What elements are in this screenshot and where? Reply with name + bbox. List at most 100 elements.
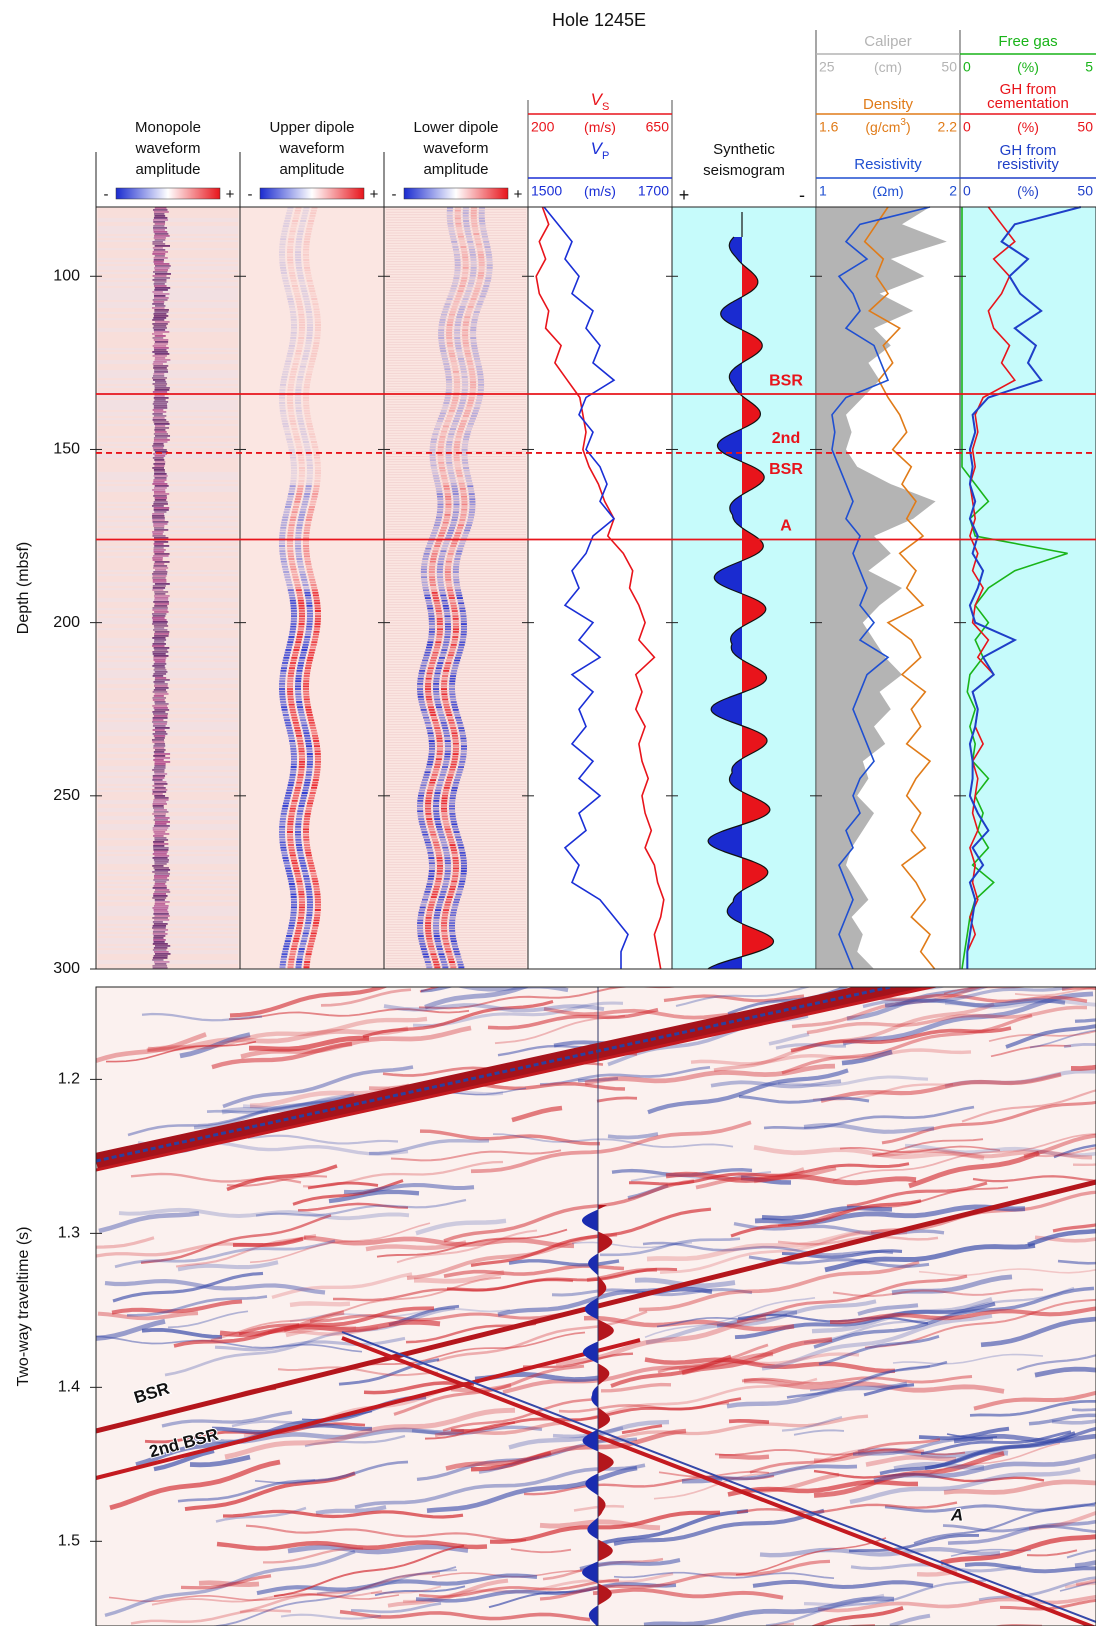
dipole-arrival	[479, 220, 486, 222]
dipole-arrival	[293, 503, 300, 506]
monopole-arrival	[152, 803, 167, 805]
dipole-arrival	[461, 274, 468, 277]
dipole-arrival	[454, 214, 461, 217]
seismic-event	[768, 1032, 810, 1046]
monopole-arrival	[153, 835, 164, 837]
dipole-arrival	[440, 651, 447, 654]
dipole-arrival	[428, 573, 435, 576]
dipole-arrival	[449, 599, 456, 602]
dipole-arrival	[287, 833, 294, 836]
dipole-arrival	[425, 812, 432, 815]
seismic-event	[681, 1337, 833, 1376]
dipole-arrival	[451, 422, 458, 425]
monopole-arrival	[154, 863, 167, 865]
dipole-arrival	[294, 441, 301, 443]
monopole-arrival	[154, 381, 167, 383]
dipole-arrival	[287, 404, 294, 407]
dipole-arrival	[426, 966, 433, 969]
dipole-arrival	[436, 708, 443, 711]
dipole-arrival	[306, 750, 313, 753]
dipole-arrival	[289, 420, 296, 423]
seismic-event	[297, 1202, 409, 1212]
dipole-arrival	[444, 870, 451, 872]
seismic-event	[307, 1181, 379, 1190]
monopole-arrival	[154, 869, 171, 871]
dipole-arrival	[471, 207, 478, 209]
dipole-arrival	[466, 287, 473, 290]
monopole-arrival	[153, 893, 166, 895]
dipole-arrival	[287, 529, 294, 532]
dipole-arrival	[426, 545, 433, 547]
seismic-event	[130, 1172, 302, 1184]
dipole-arrival	[287, 677, 294, 680]
seismic-event	[1014, 987, 1096, 997]
dipole-arrival	[314, 480, 321, 482]
dipole-arrival	[445, 537, 452, 540]
dipole-arrival	[287, 248, 294, 251]
dipole-arrival	[468, 246, 475, 248]
dipole-arrival	[458, 425, 465, 428]
monopole-arrival	[153, 571, 168, 573]
dipole-arrival	[449, 680, 456, 683]
monopole-arrival	[154, 963, 167, 965]
dipole-arrival	[417, 935, 424, 937]
dipole-arrival	[431, 893, 438, 896]
dipole-arrival	[300, 576, 307, 579]
dipole-arrival	[298, 607, 305, 610]
dipole-arrival	[292, 719, 299, 722]
dipole-arrival	[305, 630, 312, 633]
dipole-arrival	[430, 534, 437, 537]
dipole-arrival	[297, 376, 304, 378]
dipole-arrival	[293, 578, 300, 581]
dipole-arrival	[477, 373, 484, 376]
dipole-arrival	[451, 363, 458, 365]
dipole-arrival	[425, 929, 432, 932]
dipole-arrival	[454, 217, 461, 220]
dipole-arrival	[453, 578, 460, 581]
dipole-arrival	[427, 706, 434, 709]
dipole-arrival	[287, 547, 294, 550]
seismic-event	[1061, 987, 1096, 991]
dipole-arrival	[298, 568, 305, 571]
scale-unit: (m/s)	[584, 119, 616, 135]
dipole-arrival	[298, 766, 305, 768]
dipole-arrival	[457, 355, 464, 358]
seismic-event	[418, 1578, 620, 1598]
monopole-arrival	[154, 899, 165, 901]
dipole-arrival	[454, 896, 461, 898]
dipole-arrival	[453, 565, 460, 568]
dipole-arrival	[295, 877, 302, 880]
monopole-arrival	[154, 331, 170, 333]
monopole-arrival	[152, 719, 164, 721]
dipole-arrival	[279, 409, 286, 412]
dipole-arrival	[445, 373, 452, 376]
dipole-arrival	[280, 378, 287, 381]
dipole-arrival	[419, 703, 426, 706]
dipole-arrival	[443, 485, 450, 488]
dipole-arrival	[289, 565, 296, 568]
dipole-arrival	[463, 344, 470, 347]
monopole-arrival	[154, 561, 170, 563]
dipole-arrival	[421, 898, 428, 901]
dipole-arrival	[453, 901, 460, 904]
dipole-arrival	[471, 318, 478, 321]
dipole-arrival	[424, 890, 431, 893]
dipole-arrival	[433, 927, 440, 930]
dipole-arrival	[297, 342, 304, 345]
dipole-arrival	[312, 781, 319, 784]
dipole-arrival	[476, 282, 483, 285]
dipole-arrival	[287, 838, 294, 841]
monopole-arrival	[154, 245, 170, 247]
dipole-arrival	[289, 745, 296, 748]
monopole-arrival	[152, 931, 166, 933]
dipole-arrival	[428, 571, 435, 573]
dipole-arrival	[428, 948, 435, 950]
dipole-arrival	[279, 966, 286, 969]
seismic-event	[254, 1479, 316, 1484]
dipole-arrival	[287, 534, 294, 537]
dipole-arrival	[301, 435, 308, 438]
dipole-arrival	[443, 610, 450, 612]
seismic-event	[141, 1012, 263, 1022]
dipole-arrival	[279, 542, 286, 545]
